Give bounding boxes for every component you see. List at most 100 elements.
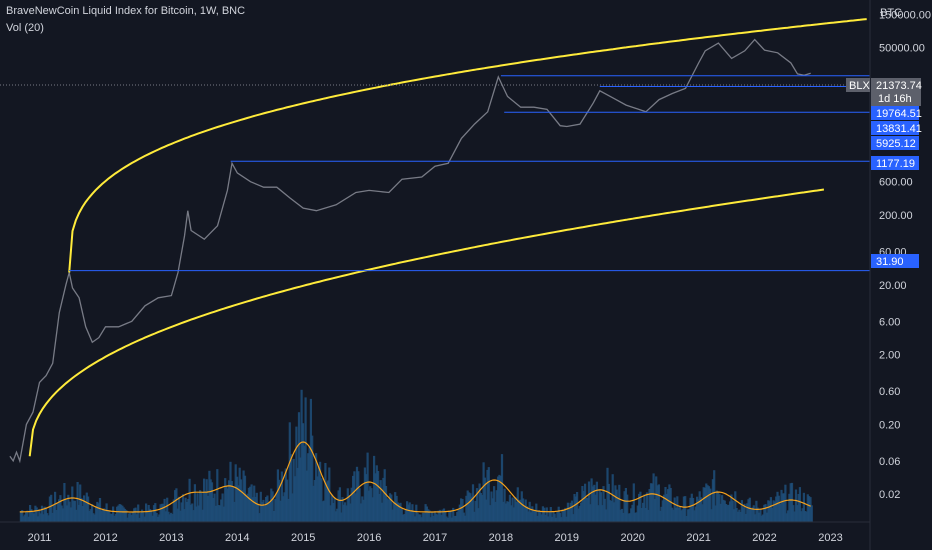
volume-bar: [460, 498, 463, 522]
volume-bar: [330, 494, 334, 522]
volume-bar: [274, 499, 277, 522]
volume-bar: [729, 501, 732, 522]
volume-bar: [171, 514, 174, 522]
volume-bar: [693, 510, 696, 522]
volume-bar: [64, 499, 67, 522]
volume-bar: [185, 502, 189, 522]
volume-bar: [615, 489, 618, 522]
volume-bar: [204, 491, 207, 522]
volume-bar: [648, 489, 651, 522]
volume-bar: [259, 491, 262, 522]
volume-bar: [336, 508, 339, 522]
volume-bar: [578, 505, 581, 522]
volume-bar: [19, 511, 22, 522]
volume-bar: [168, 514, 171, 522]
volume-bar: [406, 501, 409, 522]
volume-bar: [439, 509, 442, 522]
volume-bar: [160, 503, 163, 522]
volume-bar: [489, 505, 492, 522]
volume-bar: [268, 502, 272, 522]
volume-bar: [516, 487, 519, 522]
volume-bar: [225, 485, 228, 522]
volume-bar: [524, 499, 527, 522]
volume-bar: [532, 509, 535, 522]
volume-bar: [31, 511, 34, 522]
volume-bar: [200, 492, 203, 522]
volume-bar: [752, 505, 755, 522]
time-tick-label: 2017: [423, 532, 447, 544]
volume-indicator-label[interactable]: Vol (20): [6, 22, 44, 34]
time-axis[interactable]: 2011 2012 2013 2014 2015 2016 2017 2018 2019 2020…: [0, 521, 870, 544]
volume-bar: [764, 504, 767, 522]
volume-bar: [721, 495, 724, 522]
volume-bar: [110, 514, 113, 522]
horizontal-levels: [0, 75, 870, 272]
volume-bar: [363, 467, 366, 522]
volume-bar: [245, 495, 248, 522]
volume-bar: [133, 508, 136, 522]
volume-bar: [249, 486, 252, 522]
volume-bar: [241, 490, 244, 522]
volume-bar: [163, 498, 166, 522]
volume-bar: [304, 397, 307, 522]
volume-bar: [92, 513, 95, 522]
volume-bar: [236, 476, 239, 522]
volume-bar: [267, 501, 270, 522]
volume-bar: [429, 517, 432, 522]
volume-bar: [564, 507, 567, 522]
level-tag-value: 13831.41: [876, 123, 922, 135]
volume-bar: [392, 502, 395, 522]
volume-bar: [638, 493, 641, 522]
level-tag: [871, 156, 919, 170]
volume-bar: [777, 495, 780, 522]
price-tick-label: 0.02: [879, 489, 900, 501]
volume-bar: [191, 503, 194, 522]
volume-bar: [55, 510, 58, 522]
volume-bar: [97, 503, 100, 522]
volume-bar: [342, 504, 345, 522]
volume-bar: [402, 514, 405, 522]
volume-bar: [444, 510, 447, 522]
volume-bar: [357, 471, 360, 522]
volume-bar: [408, 502, 411, 522]
volume-bar: [373, 455, 376, 522]
volume-bar: [634, 512, 637, 522]
volume-bar: [143, 516, 146, 522]
volume-bar: [669, 488, 672, 522]
volume-bar: [797, 494, 800, 522]
volume-bar: [178, 496, 181, 522]
volume-bar: [603, 498, 606, 522]
volume-bar: [558, 512, 562, 522]
volume-bar: [112, 506, 115, 522]
volume-bar: [197, 505, 200, 522]
volume-bar: [355, 466, 359, 522]
volume-bar: [664, 487, 667, 522]
volume-bar: [181, 494, 185, 522]
volume-bar: [315, 453, 318, 522]
time-tick-label: 2022: [752, 532, 776, 544]
volume-bar: [109, 513, 112, 522]
price-tick-label: 20.00: [879, 280, 907, 292]
volume-bar: [537, 510, 540, 522]
band-upper-curve: [68, 18, 867, 273]
volume-bar: [739, 512, 742, 522]
volume-bar: [362, 499, 365, 522]
volume-bar: [138, 517, 141, 522]
symbol-tag: [846, 78, 870, 92]
level-tag: [871, 121, 919, 135]
volume-bar: [162, 503, 165, 522]
volume-bar: [129, 513, 132, 522]
volume-bar: [493, 486, 496, 522]
volume-bar: [214, 505, 218, 522]
volume-bar: [640, 508, 643, 522]
volume-bar: [482, 462, 485, 522]
volume-bar: [740, 500, 743, 522]
volume-bar: [519, 499, 522, 522]
volume-bar: [731, 500, 734, 522]
volume-bar: [636, 505, 639, 522]
volume-bar: [421, 512, 424, 522]
volume-bar: [403, 514, 406, 522]
volume-bar: [137, 504, 140, 522]
volume-bar: [539, 511, 542, 522]
